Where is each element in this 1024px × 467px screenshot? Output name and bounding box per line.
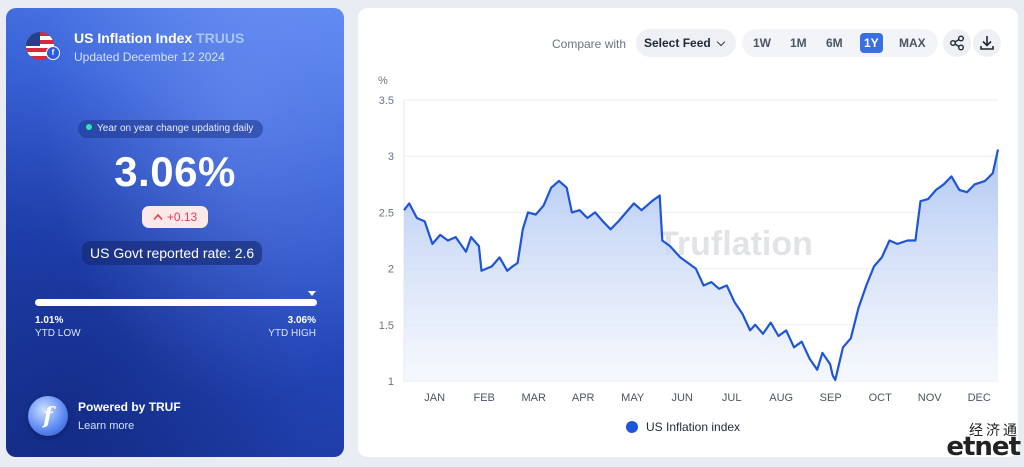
live-dot-icon [86,124,92,130]
change-value: +0.13 [166,210,198,224]
index-name: US Inflation Index [74,30,193,46]
x-tick-label: FEB [473,392,494,404]
chart-legend[interactable]: US Inflation index [626,420,740,434]
change-badge: +0.13 [142,206,208,228]
inflation-chart[interactable]: Truflation % 3.5 3 2.5 2 1.5 1 JAN FEB MAR APR MA… [358,68,1018,408]
truflation-watermark: Truflation [658,225,813,263]
ytd-high-label: YTD HIGH [268,328,316,339]
x-tick-label: SEP [820,392,842,404]
ytd-marker-icon [308,291,316,296]
y-tick-label: 2 [388,264,394,276]
y-tick-label: 3.5 [379,95,394,107]
share-button[interactable] [943,29,971,57]
ytd-high-value: 3.06% [287,315,316,326]
range-1y-button[interactable]: 1Y [860,33,883,53]
x-tick-label: MAR [521,392,546,404]
live-update-text: Year on year change updating daily [97,123,254,134]
range-1m-button[interactable]: 1M [790,36,807,50]
x-tick-label: JUN [671,392,692,404]
range-selector: 1W 1M 6M 1Y MAX [742,29,938,57]
powered-by: Powered by TRUF [78,400,181,414]
x-tick-label: DEC [968,392,991,404]
series-line [403,149,1000,381]
x-tick-label: JAN [424,392,445,404]
index-summary-panel: f US Inflation Index TRUUS Updated Decem… [6,8,344,457]
current-rate: 3.06% [114,148,236,195]
compare-label: Compare with [552,37,627,51]
ytd-low-label: YTD LOW [35,328,81,339]
govt-rate: US Govt reported rate: 2.6 [82,241,263,265]
x-tick-label: APR [572,392,595,404]
index-ticker: TRUUS [196,30,245,46]
x-tick-label: MAY [621,392,645,404]
download-icon [980,36,994,50]
x-tick-label: JUL [722,392,742,404]
legend-swatch [626,421,638,433]
updated-date: Updated December 12 2024 [74,50,225,64]
live-update-pill: Year on year change updating daily [78,120,264,138]
truf-logo-icon: f [28,396,68,436]
series-area [404,149,998,381]
y-tick-label: 2.5 [379,207,394,219]
share-icon [949,35,964,51]
arrow-up-icon [153,213,163,221]
range-6m-button[interactable]: 6M [826,36,843,50]
y-tick-label: 1 [388,376,394,388]
select-feed-dropdown[interactable]: Select Feed [636,29,736,57]
ytd-range-bar [35,299,317,306]
etnet-cn-text: 经济通 [969,423,1020,439]
index-title: US Inflation Index TRUUS [74,30,244,46]
x-tick-label: OCT [869,392,893,404]
y-tick-label: 1.5 [379,320,394,332]
ytd-low-value: 1.01% [35,315,64,326]
x-tick-label: NOV [918,392,943,404]
download-button[interactable] [973,29,1001,57]
y-unit-label: % [378,75,388,87]
etnet-watermark: 经济通 etnet [938,420,1024,467]
x-tick-label: AUG [769,392,793,404]
range-max-button[interactable]: MAX [899,36,926,50]
legend-label: US Inflation index [646,420,741,434]
select-feed-label: Select Feed [644,36,711,50]
y-tick-label: 3 [388,151,394,163]
truflation-badge-icon: f [46,46,60,60]
range-1w-button[interactable]: 1W [753,36,771,50]
etnet-en-text: etnet [946,432,1021,462]
chevron-down-icon [716,37,726,47]
chart-panel: Compare with Select Feed 1W 1M 6M 1Y MAX [358,8,1018,457]
learn-more-link[interactable]: Learn more [78,420,135,432]
